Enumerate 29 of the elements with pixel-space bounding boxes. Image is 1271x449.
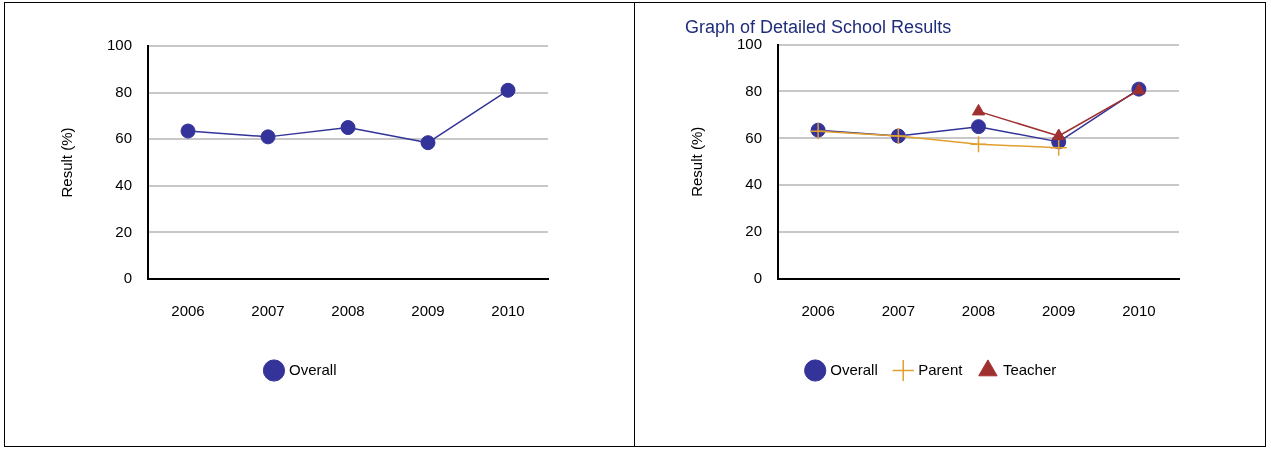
chart-title: Graph of Detailed School Results xyxy=(685,16,952,37)
y-tick-label: 20 xyxy=(745,222,763,240)
y-tick-label: 40 xyxy=(115,175,133,193)
y-tick-label: 20 xyxy=(115,222,133,240)
legend-label: Overall xyxy=(830,360,878,378)
y-tick-label: 0 xyxy=(123,269,133,287)
x-tick-label: 2007 xyxy=(251,302,285,320)
x-tick-label: 2006 xyxy=(801,302,835,320)
y-tick-label: 100 xyxy=(737,34,763,52)
legend-label: Overall xyxy=(288,360,337,378)
y-axis-title: Result (%) xyxy=(58,127,76,198)
x-tick-label: 2009 xyxy=(1042,302,1076,320)
y-tick-label: 80 xyxy=(745,81,763,99)
y-tick-label: 0 xyxy=(753,269,763,287)
y-tick-label: 80 xyxy=(115,82,133,100)
x-tick-label: 2010 xyxy=(1122,302,1156,320)
y-tick-label: 60 xyxy=(745,128,763,146)
y-tick-label: 100 xyxy=(107,36,133,54)
x-tick-label: 2008 xyxy=(331,302,365,320)
y-tick-label: 60 xyxy=(115,129,133,147)
y-axis-title: Result (%) xyxy=(688,126,706,197)
x-tick-label: 2008 xyxy=(961,302,996,320)
legend-label: Parent xyxy=(918,360,964,378)
y-tick-label: 40 xyxy=(745,175,763,193)
legend-label: Teacher xyxy=(1002,360,1057,378)
x-tick-label: 2007 xyxy=(881,302,916,320)
x-tick-label: 2009 xyxy=(411,302,445,320)
x-tick-label: 2010 xyxy=(491,302,525,320)
x-tick-label: 2006 xyxy=(171,302,205,320)
